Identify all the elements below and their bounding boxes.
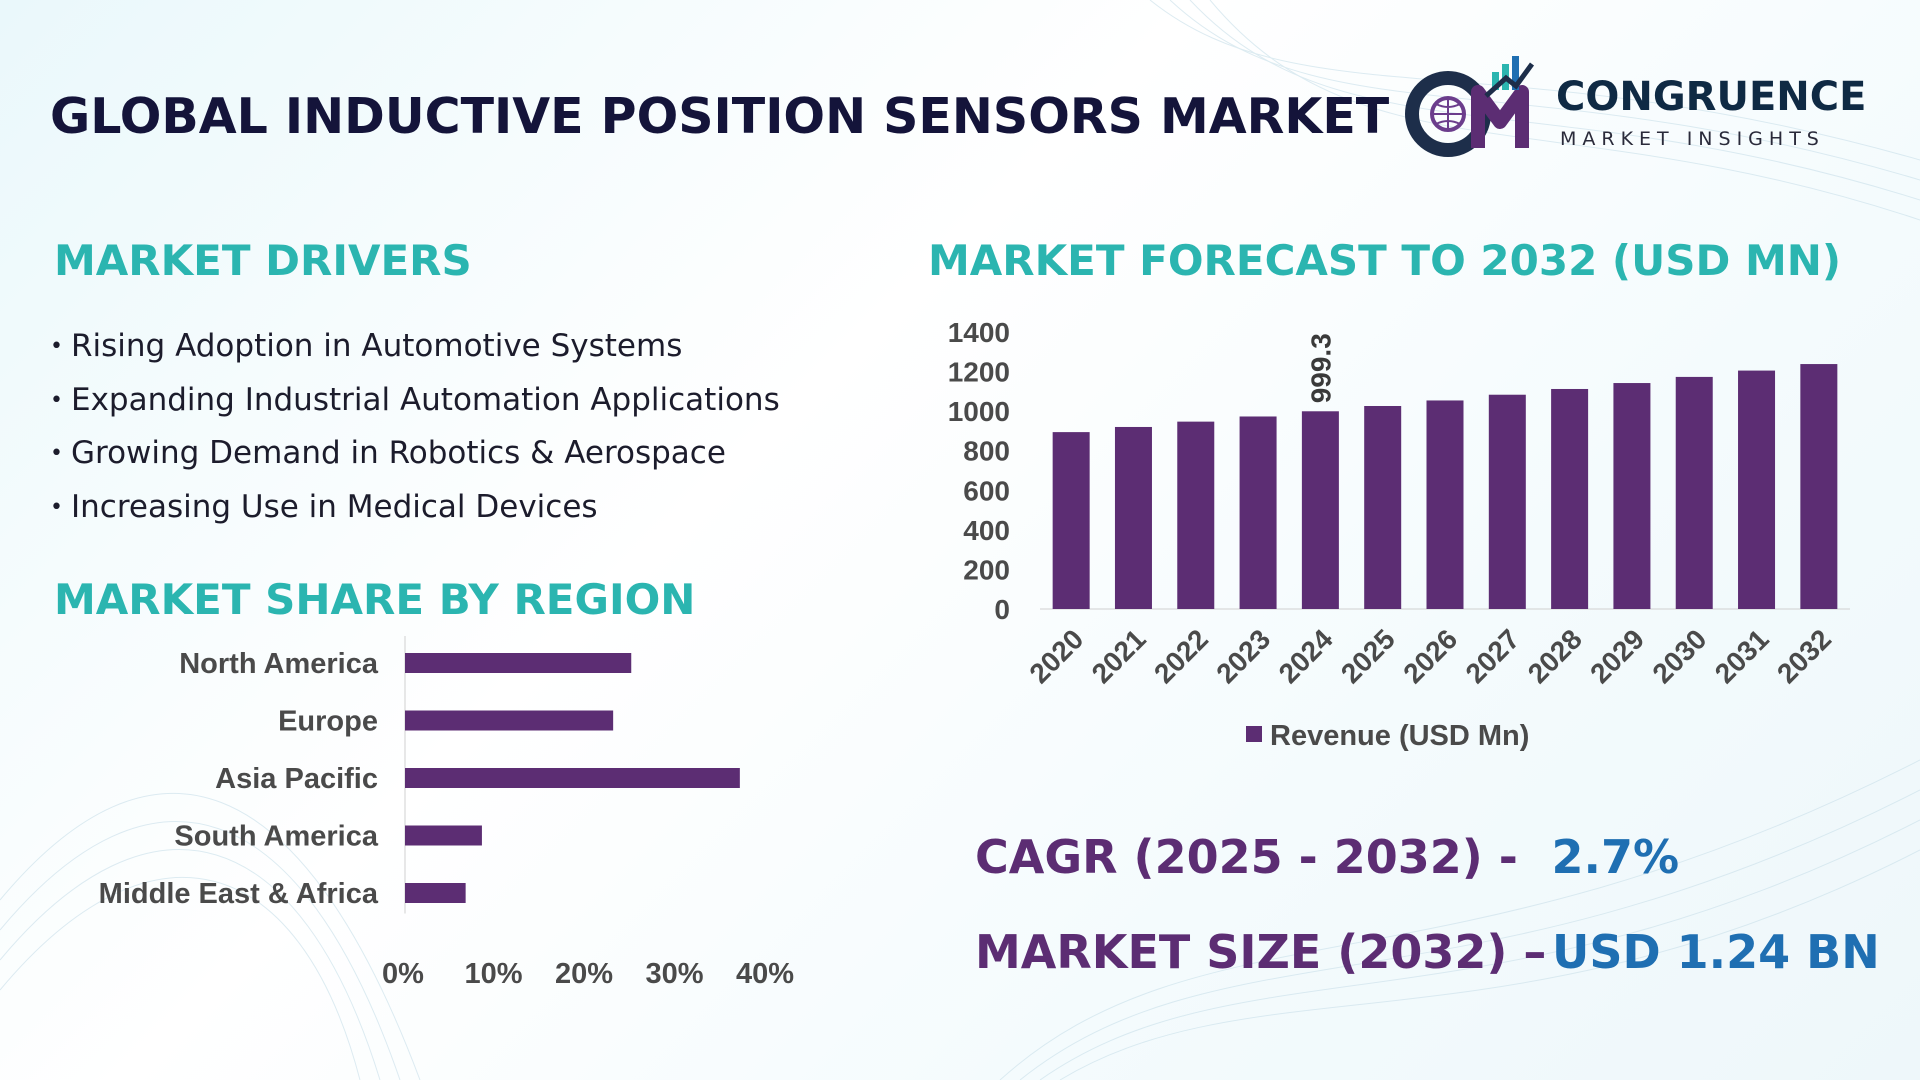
cagr-value: 2.7% (1551, 830, 1680, 884)
page-title: GLOBAL INDUCTIVE POSITION SENSORS MARKET (50, 88, 1390, 145)
market-size-label: MARKET SIZE (2032) – (975, 925, 1547, 979)
forecast-heading: MARKET FORECAST TO 2032 (USD MN) (928, 236, 1842, 285)
drivers-list: • Rising Adoption in Automotive Systems •… (50, 320, 780, 534)
driver-item-text: Increasing Use in Medical Devices (70, 488, 598, 525)
drivers-heading: MARKET DRIVERS (54, 236, 472, 285)
logo-mark-icon (1405, 56, 1535, 157)
logo-tagline: MARKET INSIGHTS (1560, 128, 1825, 150)
cagr-label: CAGR (2025 - 2032) - (975, 830, 1518, 884)
region-heading: MARKET SHARE BY REGION (54, 575, 696, 624)
driver-item-text: Rising Adoption in Automotive Systems (70, 328, 683, 364)
market-size-line: MARKET SIZE (2032) – USD 1.24 BN (975, 925, 1880, 979)
cagr-line: CAGR (2025 - 2032) - 2.7% (975, 830, 1679, 884)
logo-name: CONGRUENCE (1556, 74, 1867, 120)
company-logo: CONGRUENCE MARKET INSIGHTS (1400, 52, 1900, 162)
driver-item-text: Growing Demand in Robotics & Aerospace (70, 435, 726, 471)
market-size-value: USD 1.24 BN (1551, 925, 1880, 979)
driver-item-text: Expanding Industrial Automation Applicat… (70, 381, 780, 418)
driver-item: • Rising Adoption in Automotive Systems (50, 328, 683, 364)
driver-item: • Growing Demand in Robotics & Aerospace (50, 435, 726, 471)
driver-item: • Increasing Use in Medical Devices (50, 488, 598, 525)
driver-item: • Expanding Industrial Automation Applica… (50, 381, 780, 418)
